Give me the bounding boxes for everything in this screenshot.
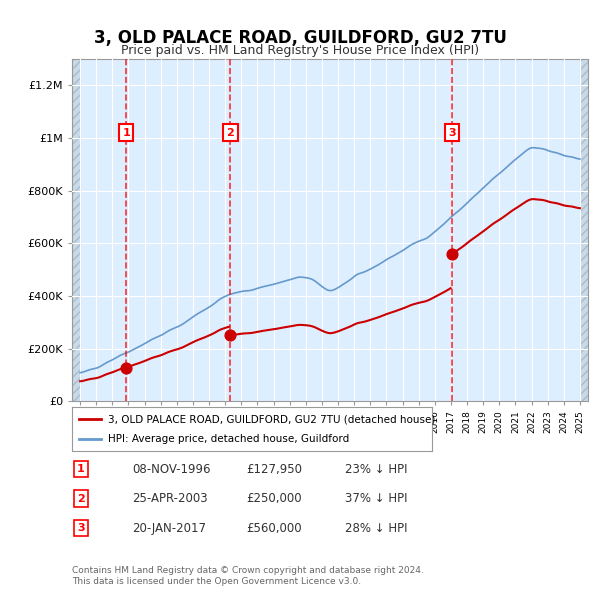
Text: 25-APR-2003: 25-APR-2003: [132, 492, 208, 505]
Text: 1: 1: [77, 464, 85, 474]
Point: [226, 330, 235, 340]
Text: 23% ↓ HPI: 23% ↓ HPI: [345, 463, 407, 476]
Text: 20-JAN-2017: 20-JAN-2017: [132, 522, 206, 535]
Text: 08-NOV-1996: 08-NOV-1996: [132, 463, 211, 476]
Text: 1: 1: [122, 127, 130, 137]
Bar: [72, 59, 80, 401]
Point: [121, 363, 131, 372]
Text: 3: 3: [77, 523, 85, 533]
Text: 3, OLD PALACE ROAD, GUILDFORD, GU2 7TU (detached house): 3, OLD PALACE ROAD, GUILDFORD, GU2 7TU (…: [108, 415, 436, 424]
Text: 3: 3: [448, 127, 455, 137]
Text: 2: 2: [226, 127, 234, 137]
Point: [447, 249, 457, 258]
Bar: [72, 59, 80, 401]
Text: Price paid vs. HM Land Registry's House Price Index (HPI): Price paid vs. HM Land Registry's House …: [121, 44, 479, 57]
Text: HPI: Average price, detached house, Guildford: HPI: Average price, detached house, Guil…: [108, 434, 349, 444]
Bar: [580, 59, 588, 401]
Text: 2: 2: [77, 494, 85, 503]
Text: 3, OLD PALACE ROAD, GUILDFORD, GU2 7TU: 3, OLD PALACE ROAD, GUILDFORD, GU2 7TU: [94, 30, 506, 47]
Text: £127,950: £127,950: [246, 463, 302, 476]
Text: Contains HM Land Registry data © Crown copyright and database right 2024.
This d: Contains HM Land Registry data © Crown c…: [72, 566, 424, 586]
Text: 37% ↓ HPI: 37% ↓ HPI: [345, 492, 407, 505]
Text: 28% ↓ HPI: 28% ↓ HPI: [345, 522, 407, 535]
Bar: [580, 59, 588, 401]
Text: £560,000: £560,000: [246, 522, 302, 535]
Text: £250,000: £250,000: [246, 492, 302, 505]
